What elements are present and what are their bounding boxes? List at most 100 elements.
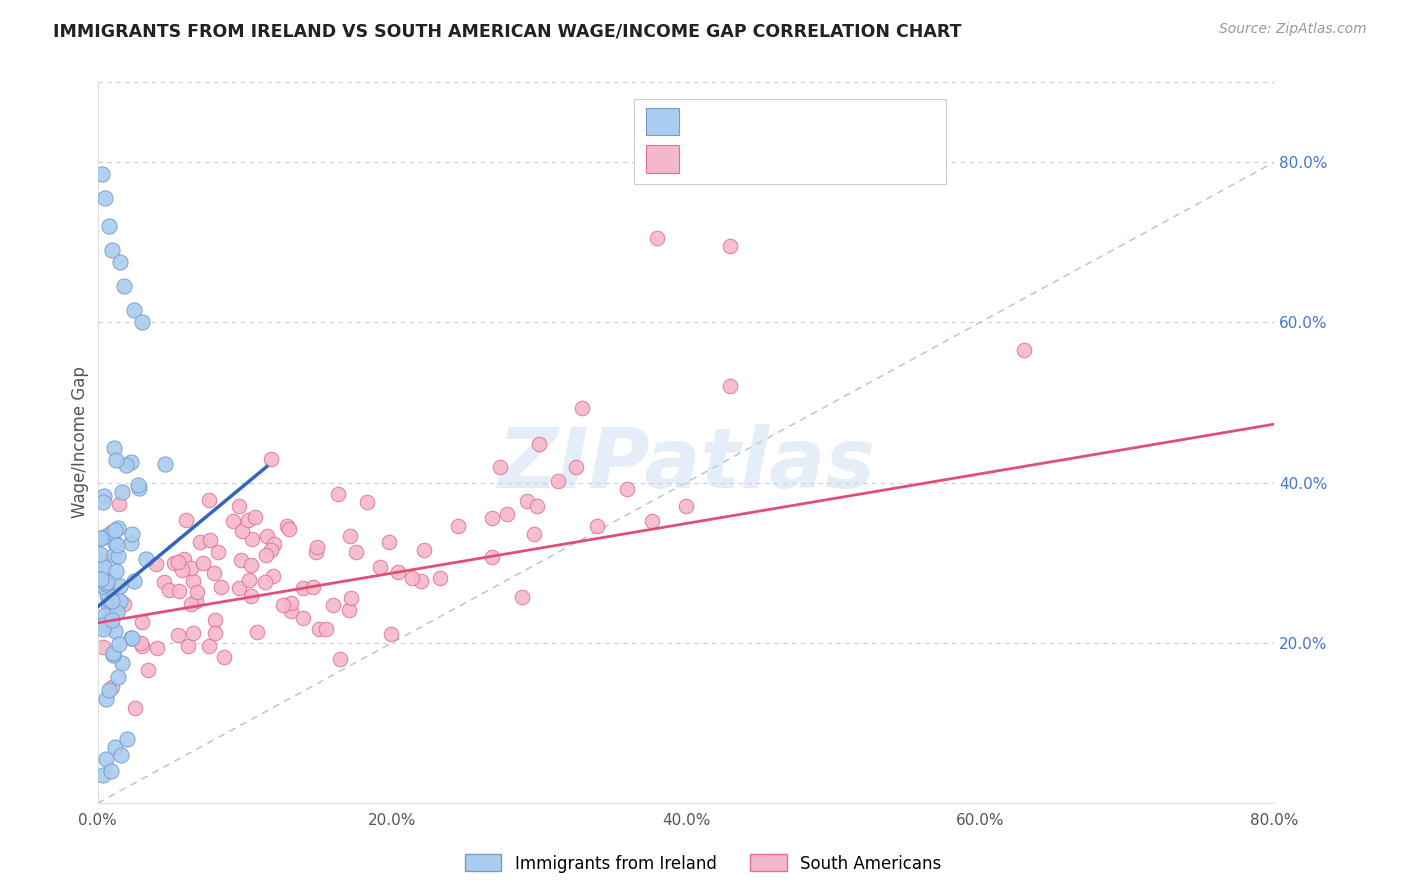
Point <box>101 594 124 608</box>
Point <box>527 436 550 450</box>
Point <box>107 637 129 651</box>
Point <box>173 552 195 566</box>
Point <box>292 610 315 624</box>
Point <box>94 529 117 543</box>
Point <box>104 564 127 578</box>
Point <box>259 452 281 467</box>
Point <box>100 613 122 627</box>
Legend: Immigrants from Ireland, South Americans: Immigrants from Ireland, South Americans <box>458 847 948 880</box>
Point <box>93 564 115 578</box>
Point <box>91 618 114 632</box>
Point <box>104 523 127 537</box>
Point <box>523 527 546 541</box>
Point <box>108 255 131 269</box>
Point <box>107 595 129 609</box>
Point <box>280 596 302 610</box>
Point <box>172 563 194 577</box>
Point <box>380 627 402 641</box>
Point <box>104 624 127 639</box>
Point <box>121 631 143 645</box>
Point <box>1014 343 1036 358</box>
Text: Source: ZipAtlas.com: Source: ZipAtlas.com <box>1219 22 1367 37</box>
Point <box>108 594 131 608</box>
Point <box>98 683 121 698</box>
Point <box>718 379 741 393</box>
Point <box>96 591 118 606</box>
Point <box>645 231 668 245</box>
Point <box>322 598 344 612</box>
Point <box>191 556 214 570</box>
Point <box>100 599 122 614</box>
Point <box>204 625 226 640</box>
Point <box>120 536 142 550</box>
Point <box>145 557 167 571</box>
Point <box>260 542 283 557</box>
Point <box>339 528 361 542</box>
Point <box>114 458 136 472</box>
Point <box>240 533 263 547</box>
Point <box>228 499 250 513</box>
Point <box>122 574 145 588</box>
Text: R =  0.400    N =  110: R = 0.400 N = 110 <box>696 150 896 168</box>
Point <box>94 691 117 706</box>
Point <box>112 279 135 293</box>
Point <box>94 608 117 623</box>
Point <box>100 764 122 779</box>
Point <box>378 534 401 549</box>
Point <box>718 239 741 253</box>
Point <box>262 569 284 583</box>
Point <box>101 244 124 258</box>
Point <box>565 460 588 475</box>
Point <box>481 511 503 525</box>
Point <box>256 529 278 543</box>
Point <box>104 536 127 550</box>
Point <box>108 497 131 511</box>
Point <box>616 482 638 496</box>
Point <box>98 617 121 632</box>
Point <box>107 549 129 564</box>
Point <box>177 639 200 653</box>
Point <box>136 663 159 677</box>
Point <box>245 510 267 524</box>
Point <box>209 580 232 594</box>
Point <box>103 548 125 562</box>
Point <box>94 576 117 591</box>
Point <box>127 477 149 491</box>
Point <box>131 315 153 329</box>
Point <box>145 640 167 655</box>
Point <box>94 191 117 205</box>
Point <box>110 748 132 763</box>
Point <box>91 640 114 654</box>
Point <box>96 752 118 766</box>
Point <box>103 441 125 455</box>
Point <box>280 604 302 618</box>
Point <box>91 167 114 181</box>
Point <box>186 584 208 599</box>
Point <box>481 550 503 565</box>
Point <box>153 575 176 590</box>
Point <box>128 481 150 495</box>
Point <box>356 495 378 509</box>
Point <box>107 670 129 684</box>
Point <box>254 574 277 589</box>
Point <box>174 512 197 526</box>
Point <box>326 486 349 500</box>
Point <box>93 489 115 503</box>
Point <box>96 574 118 589</box>
Point <box>112 597 135 611</box>
Point <box>135 551 157 566</box>
Point <box>370 560 392 574</box>
Point <box>547 474 569 488</box>
Point <box>571 401 593 416</box>
Point <box>124 701 146 715</box>
Point <box>96 586 118 600</box>
Point <box>121 526 143 541</box>
Point <box>302 580 325 594</box>
Point <box>90 531 112 545</box>
Point <box>340 591 363 606</box>
Point <box>212 650 235 665</box>
Point <box>91 579 114 593</box>
Text: IMMIGRANTS FROM IRELAND VS SOUTH AMERICAN WAGE/INCOME GAP CORRELATION CHART: IMMIGRANTS FROM IRELAND VS SOUTH AMERICA… <box>53 22 962 40</box>
Point <box>240 558 263 573</box>
Point <box>115 732 138 747</box>
